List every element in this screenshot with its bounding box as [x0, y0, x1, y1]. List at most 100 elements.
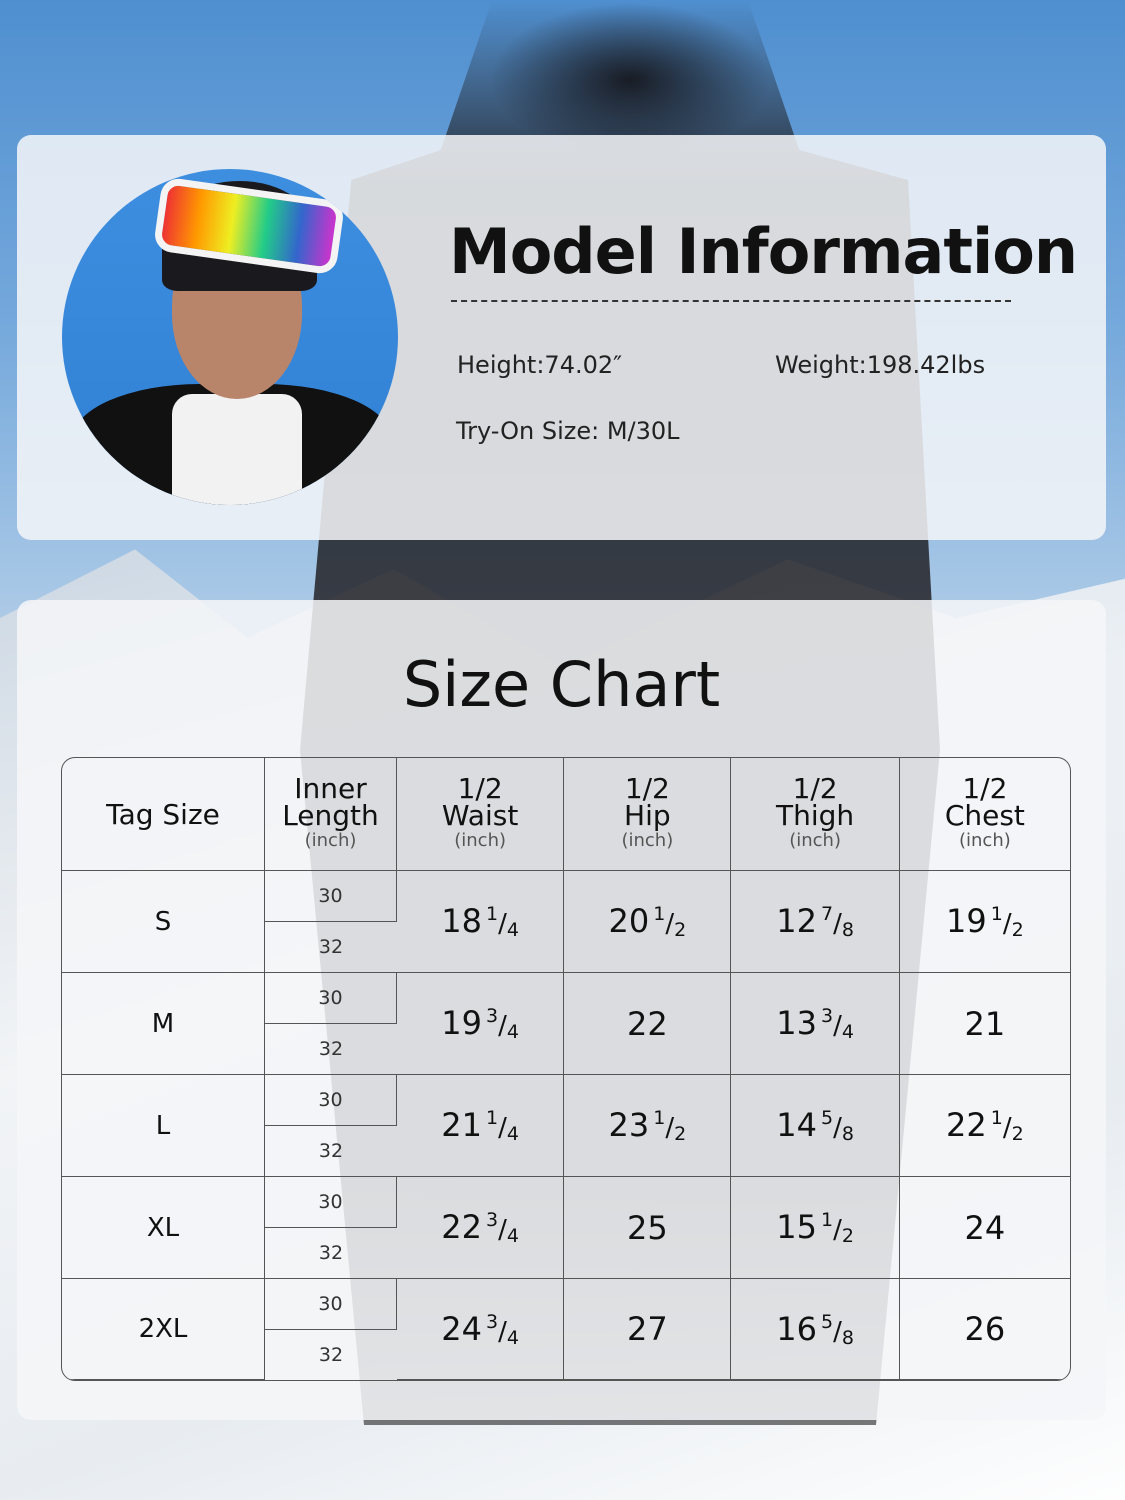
cell-waist: 21 1/4 — [397, 1075, 565, 1177]
column-header: 1/2 Thigh (inch) — [731, 758, 900, 871]
table-row-sub: 32 — [62, 922, 1070, 973]
fraction-slash: / — [1002, 1113, 1012, 1143]
value-whole: 24 — [441, 1309, 482, 1348]
table-row-sub: 32 — [62, 1330, 1070, 1380]
fraction-slash: / — [498, 1316, 507, 1347]
fraction-numerator: 1 — [990, 1107, 1003, 1129]
cell-tag-size: XL — [62, 1177, 265, 1279]
fraction-denominator: 4 — [506, 1225, 519, 1247]
header-label: Thigh — [776, 799, 855, 832]
cell-inner-length: 32 — [265, 1228, 397, 1279]
fraction-numerator: 5 — [820, 1310, 834, 1333]
header-top: 1/2 — [457, 772, 503, 805]
value-whole: 22 — [441, 1208, 482, 1246]
fraction-denominator: 2 — [1011, 919, 1024, 941]
header-label: Chest — [944, 799, 1025, 832]
value-whole: 14 — [776, 1106, 817, 1144]
value-whole: 23 — [608, 1106, 650, 1144]
value-whole: 18 — [441, 902, 482, 940]
column-header: 1/2 Chest (inch) — [899, 758, 1070, 871]
cell-chest: 21 — [899, 973, 1070, 1075]
cell-tag-size: S — [62, 871, 265, 973]
header-top: 1/2 — [792, 772, 838, 805]
fraction-denominator: 8 — [841, 1123, 854, 1145]
value-whole: 22 — [626, 1004, 668, 1043]
fraction-numerator: 1 — [653, 1107, 666, 1129]
value-whole: 13 — [776, 1004, 817, 1042]
fraction-denominator: 4 — [506, 1021, 519, 1043]
cell-tag-size: M — [62, 973, 265, 1075]
cell-chest: 22 1/2 — [899, 1075, 1070, 1177]
cell-inner-length: 32 — [318, 1344, 344, 1366]
model-avatar — [62, 169, 398, 505]
fraction-denominator: 8 — [841, 1326, 854, 1349]
model-information-panel: Model Information Height:74.02″ Weight:1… — [17, 135, 1106, 540]
value-whole: 26 — [964, 1310, 1006, 1348]
cell-hip: 20 1/2 — [564, 871, 732, 973]
header-label: Hip — [624, 799, 671, 832]
model-weight: Weight:198.42lbs — [775, 351, 986, 379]
fraction-denominator: 2 — [674, 919, 687, 941]
fraction-numerator: 3 — [820, 1005, 834, 1027]
cell-chest: 26 — [899, 1279, 1070, 1380]
model-height: Height:74.02″ — [457, 351, 623, 379]
fraction-denominator: 4 — [841, 1021, 854, 1043]
value-whole: 20 — [608, 902, 650, 940]
model-information-title: Model Information — [449, 215, 1078, 288]
fraction-slash: / — [665, 909, 675, 939]
fraction-denominator: 4 — [506, 919, 519, 941]
fraction-slash: / — [498, 1215, 507, 1245]
cell-inner-length: 30 — [265, 1279, 397, 1330]
cell-waist: 24 3/4 — [397, 1279, 565, 1380]
header-unit: (inch) — [454, 830, 506, 851]
cell-waist: 22 3/4 — [397, 1177, 565, 1279]
header-unit: (inch) — [621, 830, 674, 851]
column-header: 1/2 Hip (inch) — [564, 758, 732, 871]
cell-tag-size: L — [62, 1075, 265, 1177]
cell-tag-size: 2XL — [62, 1279, 265, 1380]
header-label: Waist — [441, 799, 519, 832]
fraction-slash: / — [1002, 909, 1012, 939]
header-unit: (inch) — [789, 830, 841, 851]
cell-thigh: 14 5/8 — [731, 1075, 900, 1177]
column-header: Inner Length (inch) — [265, 758, 397, 871]
fraction-numerator: 1 — [486, 903, 499, 925]
cell-thigh: 16 5/8 — [731, 1279, 900, 1380]
value-whole: 22 — [946, 1106, 987, 1144]
cell-hip: 25 — [564, 1177, 732, 1279]
header-unit: (inch) — [304, 830, 357, 851]
cell-inner-length: 30 — [265, 1075, 397, 1126]
dashed-divider — [451, 300, 1011, 302]
value-whole: 27 — [626, 1310, 668, 1348]
cell-inner-length: 32 — [265, 922, 397, 973]
value-whole: 25 — [626, 1208, 668, 1247]
fraction-denominator: 2 — [841, 1225, 854, 1247]
header-label: Length — [282, 799, 379, 832]
fraction-denominator: 4 — [506, 1123, 519, 1145]
size-chart-table: Tag Size Inner Length (inch) 1/2 Waist (inch) 1… — [61, 757, 1071, 1381]
cell-chest: 24 — [899, 1177, 1070, 1279]
value-whole: 19 — [946, 902, 987, 940]
fraction-slash: / — [498, 1113, 507, 1143]
cell-thigh: 13 3/4 — [731, 973, 900, 1075]
table-row-sub: 32 — [62, 1228, 1070, 1279]
value-whole: 15 — [776, 1208, 817, 1246]
fraction-numerator: 1 — [820, 1209, 834, 1231]
cell-waist: 18 1/4 — [397, 871, 565, 973]
fraction-denominator: 8 — [841, 919, 854, 941]
cell-inner-length: 30 — [265, 871, 397, 922]
fraction-numerator: 3 — [486, 1209, 499, 1231]
header-unit: (inch) — [958, 830, 1011, 851]
table-row: S 30 18 1/4 20 1/2 12 7/8 19 1/2 — [62, 871, 1070, 973]
fraction-slash: / — [833, 1316, 842, 1347]
value-whole: 24 — [964, 1208, 1006, 1247]
cell-waist: 19 3/4 — [397, 973, 565, 1075]
fraction-numerator: 3 — [486, 1310, 499, 1333]
fraction-slash: / — [833, 1215, 842, 1245]
fraction-slash: / — [833, 1011, 842, 1041]
header-label: Tag Size — [106, 797, 220, 831]
size-chart-title: Size Chart — [402, 648, 721, 721]
cell-inner-length: 30 — [265, 973, 397, 1024]
cell-hip: 22 — [564, 973, 732, 1075]
fraction-slash: / — [833, 1113, 842, 1143]
